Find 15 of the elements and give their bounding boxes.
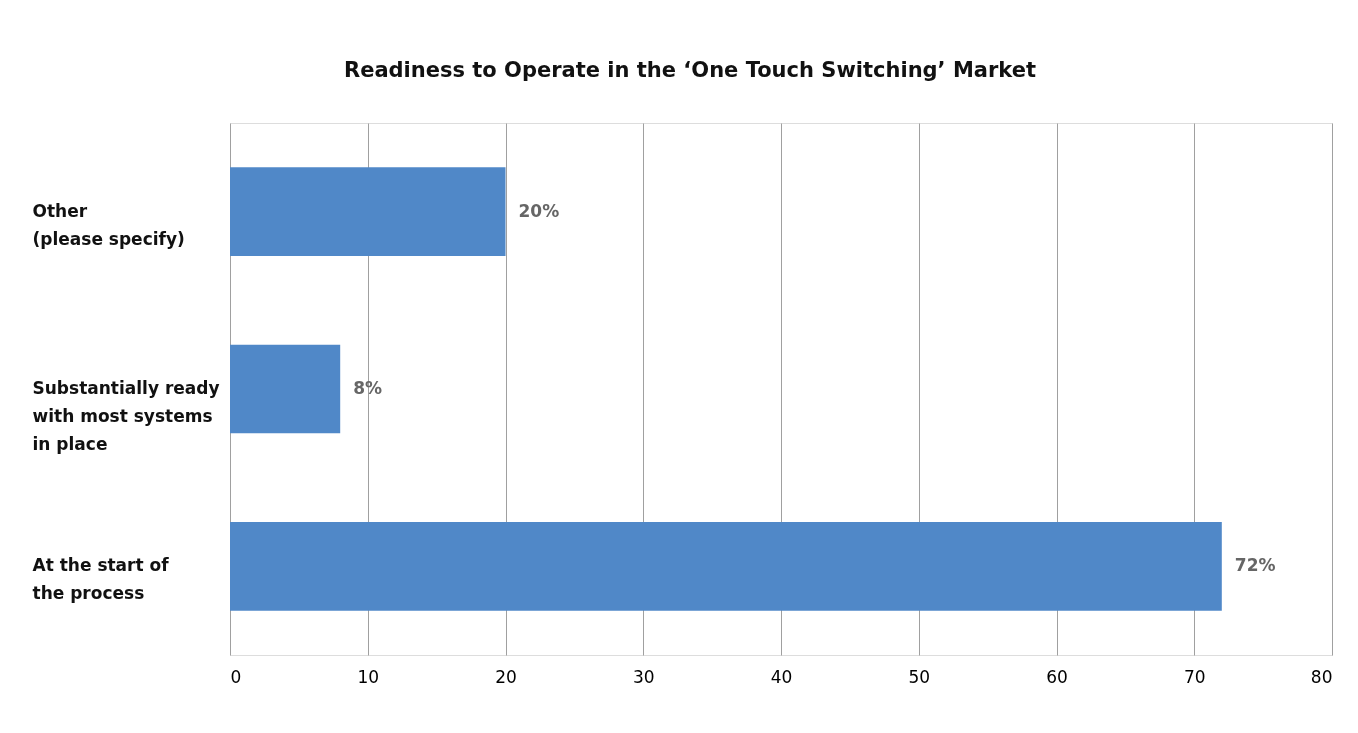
y-tick-label: Other (please specify) — [32, 200, 185, 249]
x-tick-label: 0 — [230, 666, 242, 687]
x-tick-label: 60 — [1046, 666, 1068, 687]
data-label: 72% — [1234, 555, 1276, 576]
chart-title: Readiness to Operate in the ‘One Touch Switching’ Market — [343, 58, 1037, 82]
x-tick-label: 80 — [1310, 666, 1333, 687]
x-tick-label: 40 — [770, 666, 793, 687]
y-tick-label: Substantially ready with most systems in place — [32, 378, 220, 454]
y-tick-label: At the start of the process — [32, 555, 170, 604]
x-tick-label: 10 — [357, 666, 380, 687]
data-label: 20% — [518, 200, 560, 221]
x-tick-label: 20 — [495, 666, 517, 687]
x-tick-label: 50 — [908, 666, 931, 687]
x-tick-label: 30 — [632, 666, 655, 687]
x-tick-label: 70 — [1183, 666, 1206, 687]
